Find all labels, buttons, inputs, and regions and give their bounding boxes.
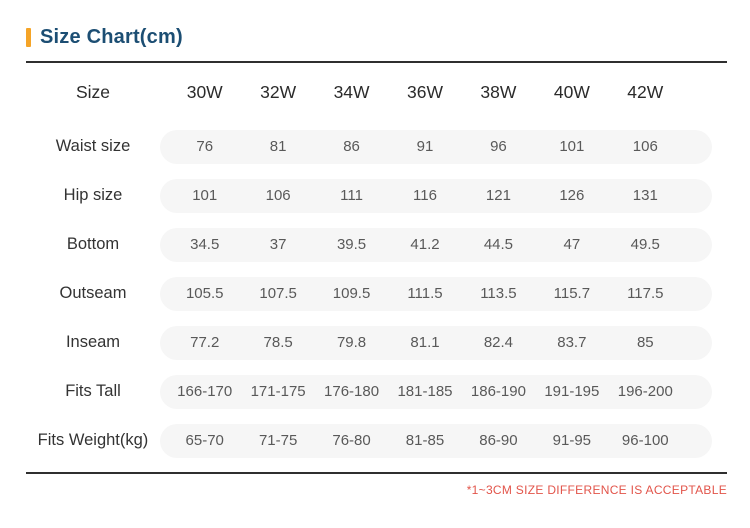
value-cell: 113.5 [480, 285, 517, 302]
value-cell: 86 [343, 138, 360, 155]
value-cell: 181-185 [397, 383, 453, 400]
size-column-header: 32W [260, 82, 297, 102]
value-cell: 49.5 [630, 236, 660, 253]
value-cell: 65-70 [185, 432, 224, 449]
table-row: Hip size 101 106 111 116 121 126 131 [26, 171, 727, 220]
value-cell: 115.7 [553, 285, 591, 302]
row-label: Inseam [65, 333, 121, 351]
accent-bar-icon [26, 27, 31, 47]
value-cell: 86-90 [479, 432, 518, 449]
value-cell: 186-190 [470, 383, 526, 400]
value-cell: 105.5 [185, 285, 224, 302]
value-cell: 111.5 [407, 285, 443, 302]
row-value-pill: 34.5 37 39.5 41.2 44.5 47 49.5 [160, 227, 712, 262]
value-cell: 106 [632, 138, 658, 155]
value-cell: 126 [559, 187, 585, 204]
value-cell: 176-180 [324, 383, 380, 400]
value-cell: 106 [265, 187, 291, 204]
value-cell: 131 [632, 187, 658, 204]
value-cell: 91 [416, 138, 434, 155]
top-divider [26, 61, 727, 63]
row-label: Bottom [66, 235, 120, 253]
value-cell: 82.4 [483, 334, 514, 351]
value-cell: 96 [490, 138, 507, 155]
value-cell: 91-95 [552, 432, 592, 449]
table-header-row: Size 30W 32W 34W 36W 38W 40W 42W [26, 63, 727, 122]
size-column-header: 36W [407, 82, 443, 102]
value-cell: 44.5 [483, 236, 514, 253]
value-cell: 76-80 [332, 432, 371, 449]
row-label: Fits Weight(kg) [37, 431, 149, 449]
row-label: Fits Tall [65, 382, 121, 400]
table-row: Waist size 76 81 86 91 96 101 106 [26, 122, 727, 171]
table-row: Fits Weight(kg) 65-70 71-75 76-80 81-85 86-9… [26, 416, 727, 465]
value-cell: 101 [192, 187, 218, 204]
table-row: Outseam 105.5 107.5 109.5 111.5 113.5 115.7 11… [26, 269, 727, 318]
value-cell: 81 [269, 138, 287, 155]
value-cell: 83.7 [557, 334, 587, 351]
size-chart-table: Size 30W 32W 34W 36W 38W 40W 42W Waist size 76… [26, 63, 727, 465]
value-cell: 191-195 [544, 383, 600, 400]
value-cell: 81-85 [405, 432, 445, 449]
row-value-pill: 101 106 111 116 121 126 131 [160, 178, 712, 213]
value-cell: 109.5 [332, 285, 371, 302]
table-body: Waist size 76 81 86 91 96 101 106 Hip size 101… [26, 122, 727, 465]
value-cell: 101 [559, 138, 585, 155]
value-cell: 85 [636, 334, 654, 351]
row-value-pill: 65-70 71-75 76-80 81-85 86-90 91-95 96-100 [160, 423, 712, 458]
section-header: Size Chart(cm) [26, 26, 727, 48]
value-cell: 79.8 [336, 334, 367, 351]
row-value-pill: 105.5 107.5 109.5 111.5 113.5 115.7 117.5 [160, 276, 712, 311]
footnote: *1~3CM SIZE DIFFERENCE IS ACCEPTABLE [466, 483, 727, 497]
page-title: Size Chart(cm) [40, 25, 183, 48]
value-cell: 111 [340, 187, 363, 204]
value-cell: 41.2 [410, 236, 440, 253]
table-row: Fits Tall 166-170 171-175 176-180 181-185 18… [26, 367, 727, 416]
row-label: Hip size [63, 186, 123, 204]
value-cell: 39.5 [336, 236, 367, 253]
value-cell: 96-100 [621, 432, 669, 449]
size-column-header: 34W [333, 82, 370, 102]
value-cell: 117.5 [627, 285, 664, 302]
row-label: Waist size [55, 137, 131, 155]
size-column-header: 40W [553, 82, 590, 102]
row-value-pill: 166-170 171-175 176-180 181-185 186-190 191-1… [160, 374, 712, 409]
value-cell: 196-200 [617, 383, 673, 400]
value-cell: 47 [563, 236, 581, 253]
value-cell: 171-175 [250, 383, 306, 400]
row-label: Outseam [59, 284, 127, 302]
value-cell: 166-170 [177, 383, 233, 400]
size-column-header: 38W [480, 82, 517, 102]
value-cell: 37 [269, 236, 287, 253]
row-value-pill: 76 81 86 91 96 101 106 [160, 129, 712, 164]
table-header-label: Size [75, 82, 111, 102]
value-cell: 81.1 [410, 334, 440, 351]
size-column-header: 30W [186, 82, 223, 102]
value-cell: 121 [485, 187, 511, 204]
value-cell: 78.5 [263, 334, 293, 351]
value-cell: 116 [413, 187, 437, 204]
value-cell: 107.5 [259, 285, 297, 302]
table-row: Inseam 77.2 78.5 79.8 81.1 82.4 83.7 85 [26, 318, 727, 367]
value-cell: 77.2 [190, 334, 220, 351]
value-cell: 34.5 [190, 236, 220, 253]
value-cell: 76 [196, 138, 214, 155]
value-cell: 71-75 [258, 432, 298, 449]
table-row: Bottom 34.5 37 39.5 41.2 44.5 47 49.5 [26, 220, 727, 269]
size-column-header: 42W [627, 82, 664, 102]
row-value-pill: 77.2 78.5 79.8 81.1 82.4 83.7 85 [160, 325, 712, 360]
bottom-divider [26, 472, 727, 474]
table-header-cells: 30W 32W 34W 36W 38W 40W 42W [160, 82, 712, 103]
